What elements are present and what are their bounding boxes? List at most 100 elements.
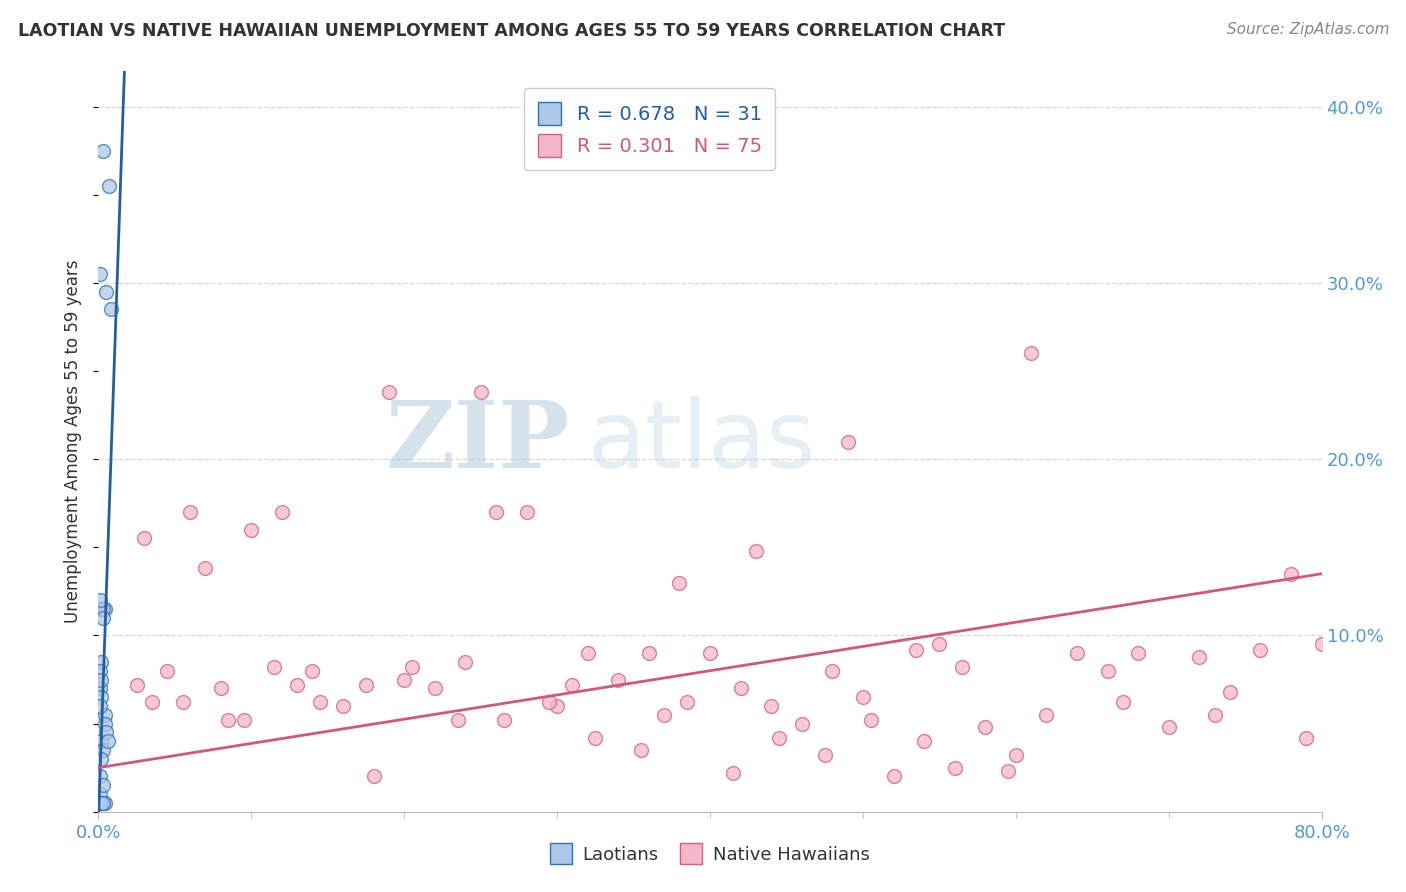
Point — [93, 796, 115, 810]
Point — [232, 713, 254, 727]
Point — [100, 302, 122, 317]
Point — [1204, 707, 1226, 722]
Point — [91, 611, 114, 625]
Point — [485, 505, 508, 519]
Point — [454, 655, 477, 669]
Point — [90, 734, 112, 748]
Point — [1157, 720, 1180, 734]
Point — [378, 385, 401, 400]
Point — [1188, 649, 1211, 664]
Point — [423, 681, 446, 696]
Point — [1019, 346, 1042, 360]
Point — [91, 796, 114, 810]
Point — [90, 655, 112, 669]
Point — [172, 695, 194, 709]
Point — [1128, 646, 1150, 660]
Point — [1004, 748, 1026, 763]
Point — [91, 778, 114, 792]
Point — [354, 678, 377, 692]
Y-axis label: Unemployment Among Ages 55 to 59 years: Unemployment Among Ages 55 to 59 years — [65, 260, 83, 624]
Point — [125, 678, 148, 692]
Point — [470, 385, 492, 400]
Point — [156, 664, 179, 678]
Point — [309, 695, 332, 709]
Point — [905, 642, 928, 657]
Point — [263, 660, 285, 674]
Point — [89, 681, 111, 696]
Point — [447, 713, 470, 727]
Point — [637, 646, 661, 660]
Point — [928, 637, 950, 651]
Point — [790, 716, 813, 731]
Point — [492, 713, 515, 727]
Point — [745, 544, 768, 558]
Point — [1112, 695, 1135, 709]
Point — [607, 673, 630, 687]
Point — [576, 646, 599, 660]
Point — [179, 505, 201, 519]
Point — [301, 664, 323, 678]
Point — [91, 144, 114, 158]
Point — [90, 752, 112, 766]
Point — [859, 713, 882, 727]
Point — [98, 178, 121, 193]
Point — [814, 748, 837, 763]
Point — [546, 698, 568, 713]
Point — [97, 734, 120, 748]
Point — [759, 698, 782, 713]
Point — [89, 664, 111, 678]
Point — [90, 796, 112, 810]
Point — [270, 505, 292, 519]
Point — [837, 434, 859, 449]
Point — [93, 716, 115, 731]
Point — [943, 761, 966, 775]
Point — [852, 690, 875, 705]
Point — [1097, 664, 1119, 678]
Point — [89, 796, 111, 810]
Point — [93, 602, 115, 616]
Point — [1279, 566, 1302, 581]
Point — [134, 532, 156, 546]
Point — [332, 698, 354, 713]
Point — [94, 725, 117, 739]
Point — [821, 664, 844, 678]
Point — [1035, 707, 1057, 722]
Point — [912, 734, 935, 748]
Legend: Laotians, Native Hawaiians: Laotians, Native Hawaiians — [541, 834, 879, 873]
Point — [883, 769, 905, 783]
Point — [240, 523, 263, 537]
Point — [93, 707, 115, 722]
Point — [676, 695, 699, 709]
Point — [194, 561, 217, 575]
Point — [90, 673, 112, 687]
Point — [561, 678, 583, 692]
Point — [721, 766, 744, 780]
Point — [91, 743, 114, 757]
Text: atlas: atlas — [588, 395, 815, 488]
Point — [91, 602, 114, 616]
Point — [285, 678, 308, 692]
Point — [652, 707, 675, 722]
Point — [401, 660, 423, 674]
Point — [668, 575, 690, 590]
Point — [89, 593, 111, 607]
Point — [90, 690, 112, 705]
Point — [583, 731, 606, 745]
Point — [950, 660, 973, 674]
Point — [974, 720, 997, 734]
Point — [141, 695, 163, 709]
Point — [1310, 637, 1333, 651]
Point — [94, 285, 117, 299]
Point — [538, 695, 561, 709]
Point — [730, 681, 752, 696]
Point — [699, 646, 721, 660]
Point — [768, 731, 790, 745]
Point — [1295, 731, 1317, 745]
Point — [363, 769, 385, 783]
Point — [997, 764, 1019, 779]
Point — [90, 602, 112, 616]
Point — [209, 681, 232, 696]
Text: ZIP: ZIP — [385, 397, 569, 486]
Point — [90, 796, 112, 810]
Point — [1066, 646, 1088, 660]
